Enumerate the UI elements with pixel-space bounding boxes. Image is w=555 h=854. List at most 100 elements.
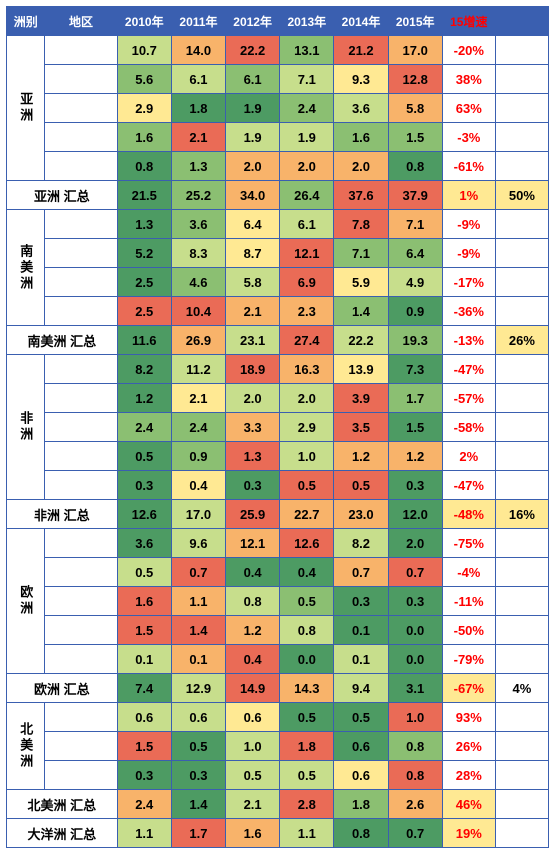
table-row: 1.22.12.02.03.91.7-57% [7,384,549,413]
subtotal-label: 大洋洲 汇总 [7,819,118,848]
subtotal-value: 26.9 [171,326,225,355]
region-cell [45,210,117,239]
value-cell: 1.3 [117,210,171,239]
value-cell: 0.1 [171,645,225,674]
subtotal-row: 北美洲 汇总2.41.42.12.81.82.646% [7,790,549,819]
value-cell: 0.8 [280,616,334,645]
share-cell [495,152,548,181]
value-cell: 0.5 [117,558,171,587]
region-cell [45,268,117,297]
value-cell: 2.0 [388,529,442,558]
value-cell: 2.1 [171,384,225,413]
subtotal-value: 1.1 [117,819,171,848]
value-cell: 0.5 [334,703,388,732]
value-cell: 1.4 [334,297,388,326]
value-cell: 6.4 [226,210,280,239]
value-cell: 1.8 [171,94,225,123]
value-cell: 1.8 [280,732,334,761]
subtotal-row: 南美洲 汇总11.626.923.127.422.219.3-13%26% [7,326,549,355]
hdr-y0: 2010年 [117,7,171,36]
continent-label: 南美洲 [7,210,45,326]
value-cell: 6.4 [388,239,442,268]
region-cell [45,65,117,94]
value-cell: 12.1 [226,529,280,558]
value-cell: 2.5 [117,268,171,297]
value-cell: 2.9 [280,413,334,442]
value-cell: 0.5 [117,442,171,471]
subtotal-growth: 1% [442,181,495,210]
value-cell: 7.1 [388,210,442,239]
value-cell: 3.5 [334,413,388,442]
share-cell [495,529,548,558]
value-cell: 1.5 [117,616,171,645]
value-cell: 0.3 [117,761,171,790]
value-cell: 1.3 [171,152,225,181]
value-cell: 1.9 [280,123,334,152]
share-cell [495,65,548,94]
value-cell: 1.9 [226,123,280,152]
subtotal-value: 21.5 [117,181,171,210]
subtotal-share: 50% [495,181,548,210]
value-cell: 0.4 [280,558,334,587]
subtotal-value: 25.2 [171,181,225,210]
value-cell: 7.8 [334,210,388,239]
value-cell: 0.5 [280,703,334,732]
subtotal-value: 2.8 [280,790,334,819]
growth-cell: -3% [442,123,495,152]
growth-cell: -9% [442,210,495,239]
value-cell: 5.8 [226,268,280,297]
value-cell: 1.6 [117,123,171,152]
value-cell: 0.6 [117,703,171,732]
value-cell: 12.6 [280,529,334,558]
share-cell [495,732,548,761]
data-table: 洲别 地区 2010年 2011年 2012年 2013年 2014年 2015… [6,6,549,848]
table-row: 0.10.10.40.00.10.0-79% [7,645,549,674]
value-cell: 1.2 [117,384,171,413]
growth-cell: 93% [442,703,495,732]
value-cell: 2.0 [226,152,280,181]
growth-cell: -17% [442,268,495,297]
value-cell: 0.0 [388,645,442,674]
value-cell: 13.9 [334,355,388,384]
region-cell [45,761,117,790]
subtotal-label: 非洲 汇总 [7,500,118,529]
value-cell: 1.2 [334,442,388,471]
subtotal-value: 7.4 [117,674,171,703]
value-cell: 6.9 [280,268,334,297]
share-cell [495,355,548,384]
share-cell [495,761,548,790]
value-cell: 0.4 [171,471,225,500]
value-cell: 0.7 [171,558,225,587]
hdr-continent: 洲别 [7,7,45,36]
region-cell [45,239,117,268]
hdr-region: 地区 [45,7,117,36]
value-cell: 0.3 [388,471,442,500]
region-cell [45,732,117,761]
value-cell: 2.0 [280,384,334,413]
value-cell: 18.9 [226,355,280,384]
table-row: 1.50.51.01.80.60.826% [7,732,549,761]
table-row: 0.30.30.50.50.60.828% [7,761,549,790]
subtotal-value: 37.6 [334,181,388,210]
region-cell [45,587,117,616]
subtotal-value: 23.1 [226,326,280,355]
value-cell: 5.9 [334,268,388,297]
value-cell: 2.9 [117,94,171,123]
region-cell [45,297,117,326]
share-cell [495,36,548,65]
value-cell: 0.0 [388,616,442,645]
value-cell: 0.4 [226,645,280,674]
value-cell: 2.3 [280,297,334,326]
subtotal-value: 27.4 [280,326,334,355]
value-cell: 2.4 [280,94,334,123]
value-cell: 0.6 [171,703,225,732]
subtotal-value: 22.2 [334,326,388,355]
subtotal-growth: -13% [442,326,495,355]
growth-cell: 26% [442,732,495,761]
growth-cell: -58% [442,413,495,442]
value-cell: 0.7 [388,558,442,587]
table-row: 亚洲10.714.022.213.121.217.0-20% [7,36,549,65]
share-cell [495,384,548,413]
share-cell [495,587,548,616]
region-cell [45,94,117,123]
